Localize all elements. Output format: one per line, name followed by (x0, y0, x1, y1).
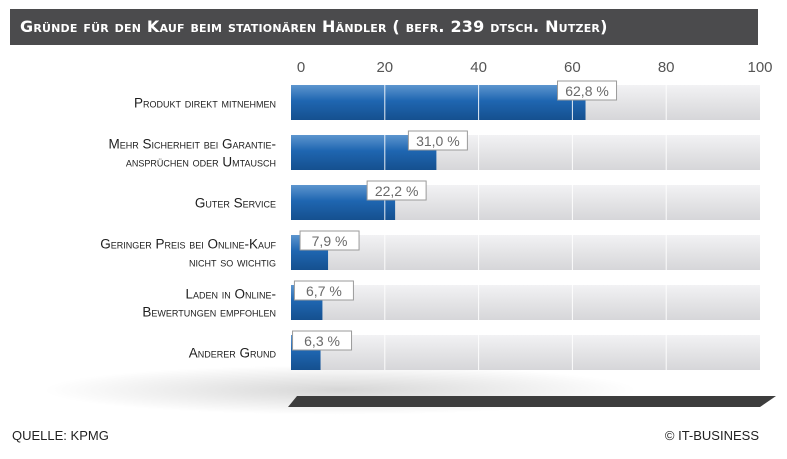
category-label: Geringer Preis bei Online-Kauf nicht so w… (100, 237, 276, 270)
tick-label: 80 (658, 59, 675, 76)
category-label-line: Produkt direkt mitnehmen (134, 96, 276, 111)
copyright-note: © IT-BUSINESS (664, 428, 759, 443)
category-label-line: ansprüchen oder Umtausch (126, 155, 276, 170)
value-label-box (293, 280, 354, 301)
value-label: 6,7 % (306, 283, 342, 299)
category-label-line: nicht so wichtig (189, 255, 276, 270)
tick-label: 60 (564, 59, 581, 76)
category-label: Anderer Grund (189, 346, 277, 361)
value-label: 6,3 % (304, 333, 340, 349)
value-label-box (407, 130, 468, 151)
value-label-box (299, 230, 360, 251)
value-label-box (557, 80, 618, 101)
tick-label: 20 (376, 59, 393, 76)
category-label: Mehr Sicherheit bei Garantie-ansprüchen … (108, 137, 276, 170)
value-label: 7,9 % (312, 233, 348, 249)
category-label-line: Bewertungen empfohlen (142, 305, 276, 320)
bar-track (291, 285, 760, 320)
source-note: QUELLE: KPMG (12, 428, 109, 443)
value-label: 31,0 % (416, 133, 460, 149)
tick-label: 100 (747, 59, 772, 76)
tick-label: 0 (297, 59, 305, 76)
value-label: 62,8 % (565, 83, 609, 99)
bar-track (291, 335, 760, 370)
value-label-box (366, 180, 427, 201)
category-label-line: Mehr Sicherheit bei Garantie- (108, 137, 276, 152)
category-label: Laden in Online- Bewertungen empfohlen (142, 287, 276, 320)
bar (291, 85, 586, 120)
category-label-line: Laden in Online- (185, 287, 276, 302)
category-label: Produkt direkt mitnehmen (134, 96, 276, 111)
category-label-line: Geringer Preis bei Online-Kauf (100, 237, 276, 252)
chart-title: Gründe für den Kauf beim stationären Hän… (20, 17, 608, 36)
chart-floor (288, 396, 776, 407)
category-label-line: Guter Service (195, 196, 276, 211)
bar-track (291, 235, 760, 270)
category-label: Guter Service (195, 196, 276, 211)
category-label-line: Anderer Grund (189, 346, 277, 361)
tick-label: 40 (470, 59, 487, 76)
value-label: 22,2 % (375, 183, 419, 199)
title-bar: Gründe für den Kauf beim stationären Hän… (10, 9, 758, 45)
value-label-box (292, 330, 353, 351)
